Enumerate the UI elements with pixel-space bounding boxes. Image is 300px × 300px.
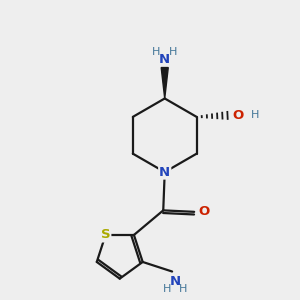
Text: H: H: [163, 284, 171, 294]
Text: N: N: [159, 53, 170, 66]
Text: O: O: [199, 205, 210, 218]
Polygon shape: [161, 68, 168, 98]
Text: O: O: [233, 109, 244, 122]
Text: S: S: [101, 229, 110, 242]
Text: H: H: [169, 47, 178, 57]
Text: N: N: [169, 275, 181, 288]
Text: H: H: [152, 47, 160, 57]
Text: H: H: [250, 110, 259, 120]
Text: N: N: [159, 166, 170, 178]
Text: H: H: [179, 284, 187, 294]
